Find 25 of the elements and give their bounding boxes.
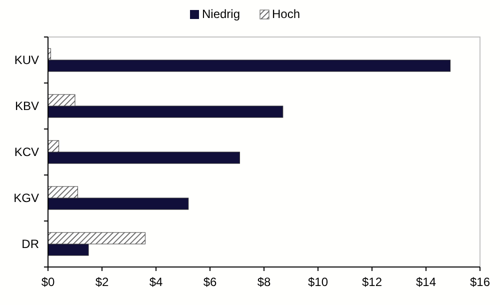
bar [48, 232, 146, 244]
x-tick-label: $16 [470, 275, 490, 289]
bar [48, 152, 240, 164]
bar [48, 198, 189, 210]
y-tick-label: KGV [14, 191, 39, 206]
x-tick-label: $0 [41, 275, 55, 289]
y-tick-label: KCV [14, 145, 39, 160]
x-tick-label: $6 [203, 275, 217, 289]
bar [48, 94, 76, 106]
x-tick-label: $12 [362, 275, 382, 289]
legend-label: Hoch [272, 7, 300, 22]
bar [48, 186, 78, 198]
bar [48, 106, 284, 118]
x-tick-label: $2 [95, 275, 109, 289]
x-tick-label: $4 [149, 275, 163, 289]
legend-label: Niedrig [202, 7, 240, 22]
y-tick-label: KBV [14, 99, 39, 114]
x-tick-label: $8 [257, 275, 271, 289]
x-tick-label: $10 [308, 275, 328, 289]
bar [48, 140, 60, 152]
bar [48, 244, 89, 256]
y-tick-label: KUV [14, 53, 39, 68]
x-tick-label: $14 [416, 275, 436, 289]
y-tick-label: DR [22, 237, 40, 252]
bar [48, 60, 451, 72]
